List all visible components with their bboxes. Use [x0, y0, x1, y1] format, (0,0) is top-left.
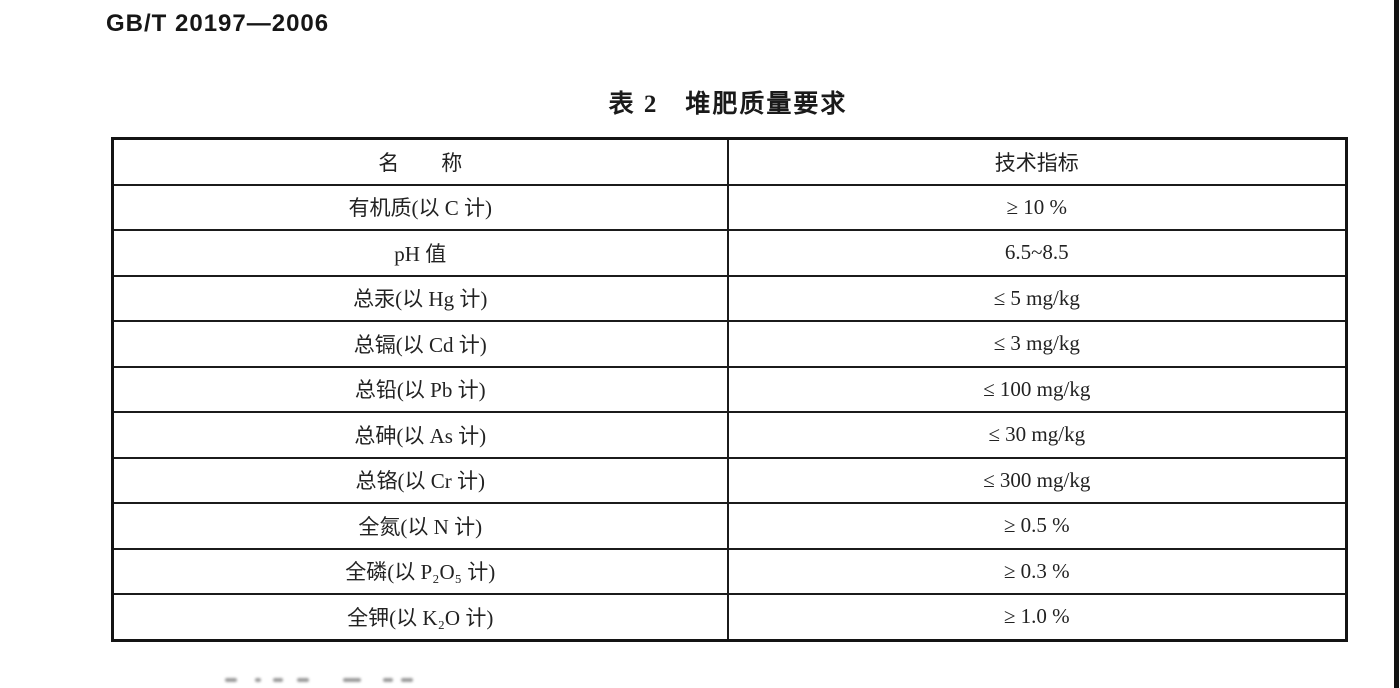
row-value: ≥ 0.3 % [726, 547, 1348, 595]
compost-quality-table: 名 称 技术指标 有机质(以 C 计) ≥ 10 % pH 值 6.5~8.5 … [111, 137, 1348, 642]
table-row: 总汞(以 Hg 计) ≤ 5 mg/kg [111, 274, 1348, 322]
row-value: ≥ 1.0 % [726, 593, 1348, 641]
standard-code: GB/T 20197—2006 [106, 10, 330, 37]
row-name: 全氮(以 N 计) [111, 502, 729, 550]
table-row: 全氮(以 N 计) ≥ 0.5 % [111, 502, 1348, 550]
row-name: 总汞(以 Hg 计) [111, 274, 729, 322]
row-name: 总砷(以 As 计) [111, 411, 729, 459]
row-name: 总铬(以 Cr 计) [111, 456, 729, 504]
table-row: 全磷(以 P₂O₅ 计) ≥ 0.3 % [111, 547, 1348, 595]
row-name: 总铅(以 Pb 计) [111, 365, 729, 413]
row-value: ≤ 5 mg/kg [726, 274, 1348, 322]
row-name: 总镉(以 Cd 计) [111, 320, 729, 368]
row-name: 全钾(以 K₂O 计) [111, 593, 729, 641]
table-row: 总镉(以 Cd 计) ≤ 3 mg/kg [111, 320, 1348, 368]
column-header-indicator: 技术指标 [726, 137, 1348, 186]
row-value: 6.5~8.5 [726, 229, 1348, 277]
table-title: 表 2 堆肥质量要求 [608, 91, 848, 118]
column-header-name: 名 称 [111, 137, 729, 186]
table-row: 总铅(以 Pb 计) ≤ 100 mg/kg [111, 365, 1348, 413]
table-row: 总铬(以 Cr 计) ≤ 300 mg/kg [111, 456, 1348, 504]
row-name: 有机质(以 C 计) [111, 183, 729, 231]
row-value: ≥ 0.5 % [726, 502, 1348, 550]
scan-page-edge [1394, 0, 1399, 688]
row-value: ≥ 10 % [726, 183, 1348, 231]
row-value: ≤ 100 mg/kg [726, 365, 1348, 413]
scan-artifact-smudge [225, 676, 485, 684]
row-value: ≤ 300 mg/kg [726, 456, 1348, 504]
row-name: 全磷(以 P₂O₅ 计) [111, 547, 729, 595]
row-name: pH 值 [111, 229, 729, 277]
table-row: 全钾(以 K₂O 计) ≥ 1.0 % [111, 593, 1348, 641]
table-row: 总砷(以 As 计) ≤ 30 mg/kg [111, 411, 1348, 459]
row-value: ≤ 30 mg/kg [726, 411, 1348, 459]
table-header-row: 名 称 技术指标 [111, 137, 1348, 186]
row-value: ≤ 3 mg/kg [726, 320, 1348, 368]
table-row: pH 值 6.5~8.5 [111, 229, 1348, 277]
table-row: 有机质(以 C 计) ≥ 10 % [111, 183, 1348, 231]
